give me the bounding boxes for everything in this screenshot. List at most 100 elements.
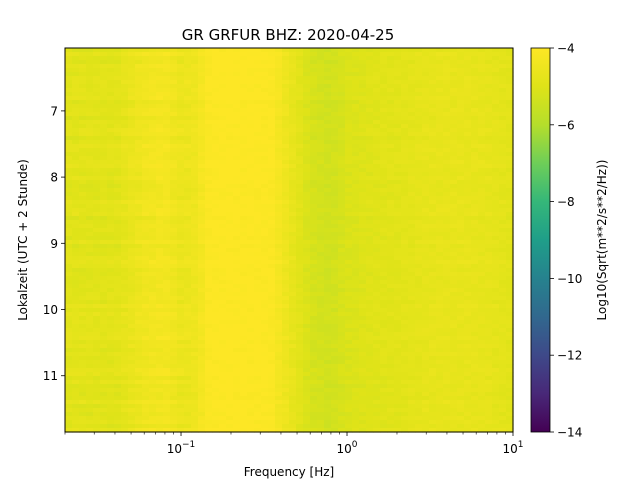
heatmap-cell	[310, 108, 318, 113]
heatmap-cell	[198, 48, 206, 53]
heatmap-cell	[247, 212, 255, 217]
heatmap-cell	[226, 88, 234, 93]
heatmap-cell	[65, 124, 73, 129]
heatmap-cell	[261, 124, 269, 129]
heatmap-cell	[282, 420, 290, 425]
heatmap-cell	[86, 320, 94, 325]
heatmap-cell	[352, 308, 360, 313]
heatmap-cell	[422, 320, 430, 325]
heatmap-cell	[86, 168, 94, 173]
heatmap-cell	[296, 252, 304, 257]
heatmap-cell	[345, 312, 353, 317]
heatmap-cell	[303, 148, 311, 153]
heatmap-cell	[359, 256, 367, 261]
heatmap-cell	[177, 48, 185, 53]
heatmap-cell	[317, 176, 325, 181]
heatmap-cell	[198, 116, 206, 121]
heatmap-cell	[198, 312, 206, 317]
heatmap-cell	[86, 324, 94, 329]
heatmap-cell	[401, 276, 409, 281]
heatmap-cell	[191, 396, 199, 401]
heatmap-cell	[205, 360, 213, 365]
heatmap-cell	[247, 240, 255, 245]
heatmap-cell	[205, 128, 213, 133]
heatmap-cell	[79, 308, 87, 313]
heatmap-cell	[93, 240, 101, 245]
heatmap-cell	[240, 400, 248, 405]
heatmap-cell	[345, 112, 353, 117]
heatmap-cell	[149, 388, 157, 393]
heatmap-cell	[233, 152, 241, 157]
heatmap-cell	[184, 48, 192, 53]
heatmap-cell	[317, 112, 325, 117]
heatmap-cell	[72, 292, 80, 297]
heatmap-cell	[422, 204, 430, 209]
heatmap-cell	[380, 128, 388, 133]
heatmap-cell	[212, 420, 220, 425]
heatmap-cell	[394, 264, 402, 269]
heatmap-cell	[121, 92, 129, 97]
heatmap-cell	[100, 68, 108, 73]
heatmap-cell	[163, 200, 171, 205]
heatmap-cell	[282, 400, 290, 405]
heatmap-cell	[247, 128, 255, 133]
heatmap-cell	[387, 408, 395, 413]
heatmap-cell	[191, 192, 199, 197]
heatmap-cell	[65, 280, 73, 285]
heatmap-cell	[65, 108, 73, 113]
heatmap-cell	[345, 368, 353, 373]
heatmap-cell	[149, 172, 157, 177]
heatmap-cell	[121, 212, 129, 217]
heatmap-cell	[282, 392, 290, 397]
heatmap-cell	[191, 80, 199, 85]
heatmap-cell	[345, 316, 353, 321]
heatmap-cell	[310, 208, 318, 213]
heatmap-cell	[254, 136, 262, 141]
heatmap-cell	[198, 76, 206, 81]
heatmap-cell	[359, 48, 367, 53]
heatmap-cell	[401, 212, 409, 217]
heatmap-cell	[212, 368, 220, 373]
heatmap-cell	[212, 184, 220, 189]
heatmap-cell	[212, 64, 220, 69]
heatmap-cell	[149, 260, 157, 265]
heatmap-cell	[373, 304, 381, 309]
heatmap-cell	[79, 268, 87, 273]
heatmap-cell	[184, 140, 192, 145]
heatmap-cell	[79, 68, 87, 73]
heatmap-cell	[114, 168, 122, 173]
heatmap-cell	[226, 400, 234, 405]
heatmap-cell	[233, 348, 241, 353]
heatmap-cell	[205, 424, 213, 429]
heatmap-cell	[289, 220, 297, 225]
heatmap-cell	[254, 336, 262, 341]
heatmap-cell	[240, 212, 248, 217]
heatmap-cell	[135, 420, 143, 425]
heatmap-cell	[79, 188, 87, 193]
heatmap-cell	[331, 304, 339, 309]
heatmap-cell	[254, 348, 262, 353]
heatmap-cell	[296, 412, 304, 417]
heatmap-cell	[268, 216, 276, 221]
heatmap-cell	[79, 256, 87, 261]
heatmap-cell	[408, 384, 416, 389]
heatmap-cell	[177, 272, 185, 277]
heatmap-cell	[331, 56, 339, 61]
heatmap-cell	[268, 156, 276, 161]
heatmap-cell	[205, 344, 213, 349]
heatmap-cell	[303, 80, 311, 85]
heatmap-cell	[422, 200, 430, 205]
heatmap-cell	[128, 212, 136, 217]
heatmap-cell	[408, 336, 416, 341]
heatmap-cell	[93, 396, 101, 401]
heatmap-cell	[212, 400, 220, 405]
heatmap-cell	[233, 224, 241, 229]
heatmap-cell	[226, 68, 234, 73]
heatmap-cell	[373, 228, 381, 233]
heatmap-cell	[212, 276, 220, 281]
heatmap-cell	[79, 356, 87, 361]
heatmap-cell	[345, 428, 353, 433]
heatmap-cell	[107, 328, 115, 333]
heatmap-cell	[135, 328, 143, 333]
heatmap-cell	[352, 412, 360, 417]
